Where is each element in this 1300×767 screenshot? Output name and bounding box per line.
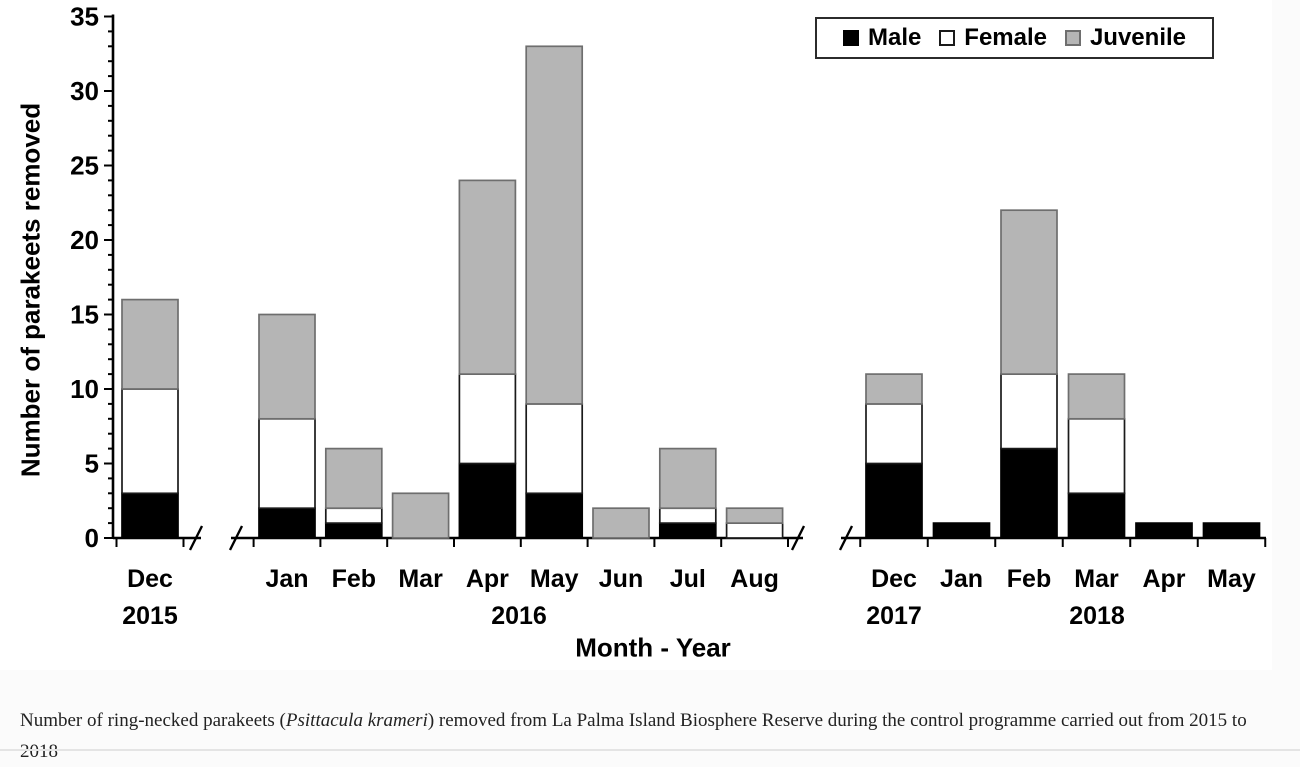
bar-segment-male-feb-2016 xyxy=(324,522,383,539)
year-label-2016: 2016 xyxy=(491,602,547,630)
year-label-2017: 2017 xyxy=(866,602,922,630)
legend-label-female: Female xyxy=(964,24,1048,51)
month-label-aug-2016: Aug xyxy=(730,565,779,593)
female-swatch-icon xyxy=(939,30,956,46)
legend-item-juvenile: Juvenile xyxy=(1064,24,1186,52)
y-tick-label-20: 20 xyxy=(70,225,99,255)
bar-segment-female-jan-2016 xyxy=(258,417,316,510)
bar-segment-juvenile-may-2016 xyxy=(525,45,584,405)
month-label-apr-2016: Apr xyxy=(466,565,509,593)
bar-segment-female-feb-2018 xyxy=(1000,373,1058,450)
month-label-jul-2016: Jul xyxy=(670,565,706,593)
chart-figure: 0 5 10 15 20 25 30 35 Dec Jan Feb Mar Apr May Jun Jul Au… xyxy=(15,1,1267,663)
legend-label-juvenile: Juvenile xyxy=(1089,24,1186,51)
bar-segment-female-may-2016 xyxy=(525,403,584,495)
bar-segment-male-dec-2017 xyxy=(865,462,923,539)
month-label-feb-2016: Feb xyxy=(332,565,376,593)
chart-canvas: 0 5 10 15 20 25 30 35 Dec Jan Feb Mar Apr May Jun Jul Au… xyxy=(70,2,1267,630)
bar-segment-juvenile-aug-2016 xyxy=(725,507,784,524)
month-label-mar-2016: Mar xyxy=(398,565,443,593)
page-bottom-divider xyxy=(0,749,1300,751)
bar-segment-juvenile-dec-2015 xyxy=(121,298,179,390)
y-tick-label-25: 25 xyxy=(70,151,99,181)
bar-segment-female-mar-2018 xyxy=(1067,417,1126,495)
bar-segment-male-dec-2015 xyxy=(121,492,179,539)
bar-segment-male-may-2016 xyxy=(525,492,584,539)
y-tick-label-10: 10 xyxy=(70,374,99,404)
bar-segment-female-dec-2015 xyxy=(121,388,179,495)
bar-segment-juvenile-mar-2018 xyxy=(1067,373,1126,420)
bar-segment-male-apr-2018 xyxy=(1135,522,1193,539)
bar-segment-juvenile-feb-2018 xyxy=(1000,209,1058,375)
juvenile-swatch-icon xyxy=(1064,30,1081,46)
axis-break-slash xyxy=(790,525,806,551)
bar-segment-female-feb-2016 xyxy=(324,507,383,524)
bar-segment-male-feb-2018 xyxy=(1000,447,1058,539)
legend-item-female: Female xyxy=(939,24,1047,52)
bar-segment-male-may-2018 xyxy=(1202,522,1261,539)
month-label-dec-2017: Dec xyxy=(871,565,917,593)
y-tick-label-15: 15 xyxy=(70,300,99,330)
month-label-dec-2015: Dec xyxy=(127,565,173,593)
legend: Male Female Juvenile xyxy=(815,17,1214,59)
bar-segment-male-jul-2016 xyxy=(658,522,717,539)
y-tick-label-0: 0 xyxy=(85,523,99,553)
bar-segment-female-apr-2016 xyxy=(458,373,517,465)
bar-segment-male-apr-2016 xyxy=(458,462,517,539)
bar-segment-juvenile-mar-2016 xyxy=(391,492,450,539)
y-tick-label-35: 35 xyxy=(70,2,99,32)
figure-caption: Number of ring-necked parakeets (Psittac… xyxy=(20,705,1274,767)
y-axis-title: Number of parakeets removed xyxy=(15,102,46,478)
bar-segment-juvenile-feb-2016 xyxy=(324,447,383,510)
x-axis-title: Month - Year xyxy=(575,632,731,663)
month-label-mar-2018: Mar xyxy=(1074,565,1119,593)
caption-text-start: Number of ring-necked parakeets ( xyxy=(20,710,286,731)
month-label-jan-2018: Jan xyxy=(940,565,983,593)
month-label-apr-2018: Apr xyxy=(1142,565,1185,593)
axis-break-slash xyxy=(228,525,244,551)
bar-segment-male-mar-2018 xyxy=(1067,492,1126,539)
legend-label-male: Male xyxy=(868,24,922,51)
legend-item-male: Male xyxy=(843,24,921,52)
axis-break-slash xyxy=(188,525,204,551)
year-label-2015: 2015 xyxy=(122,602,178,630)
bar-segment-juvenile-apr-2016 xyxy=(458,179,517,375)
month-label-jun-2016: Jun xyxy=(599,565,643,593)
bar-segment-female-jul-2016 xyxy=(658,507,717,524)
species-name-italic: Psittacula krameri xyxy=(285,710,428,731)
y-tick-label-5: 5 xyxy=(85,449,99,479)
bar-segment-male-jan-2016 xyxy=(258,507,316,539)
month-label-may-2018: May xyxy=(1207,565,1256,593)
axis-break-slash xyxy=(838,525,854,551)
month-label-may-2016: May xyxy=(530,565,579,593)
bar-segment-male-jan-2018 xyxy=(932,522,991,539)
bar-segment-juvenile-jun-2016 xyxy=(592,507,650,539)
bar-segment-juvenile-jul-2016 xyxy=(658,447,717,510)
bar-segment-juvenile-dec-2017 xyxy=(865,373,923,405)
y-tick-label-30: 30 xyxy=(70,76,99,106)
month-label-feb-2018: Feb xyxy=(1007,565,1051,593)
male-swatch-icon xyxy=(843,30,859,46)
bar-segment-female-dec-2017 xyxy=(865,403,923,465)
bar-segment-juvenile-jan-2016 xyxy=(258,313,316,420)
month-label-jan-2016: Jan xyxy=(265,565,308,593)
bar-segment-female-aug-2016 xyxy=(725,522,784,539)
year-label-2018: 2018 xyxy=(1069,602,1125,630)
